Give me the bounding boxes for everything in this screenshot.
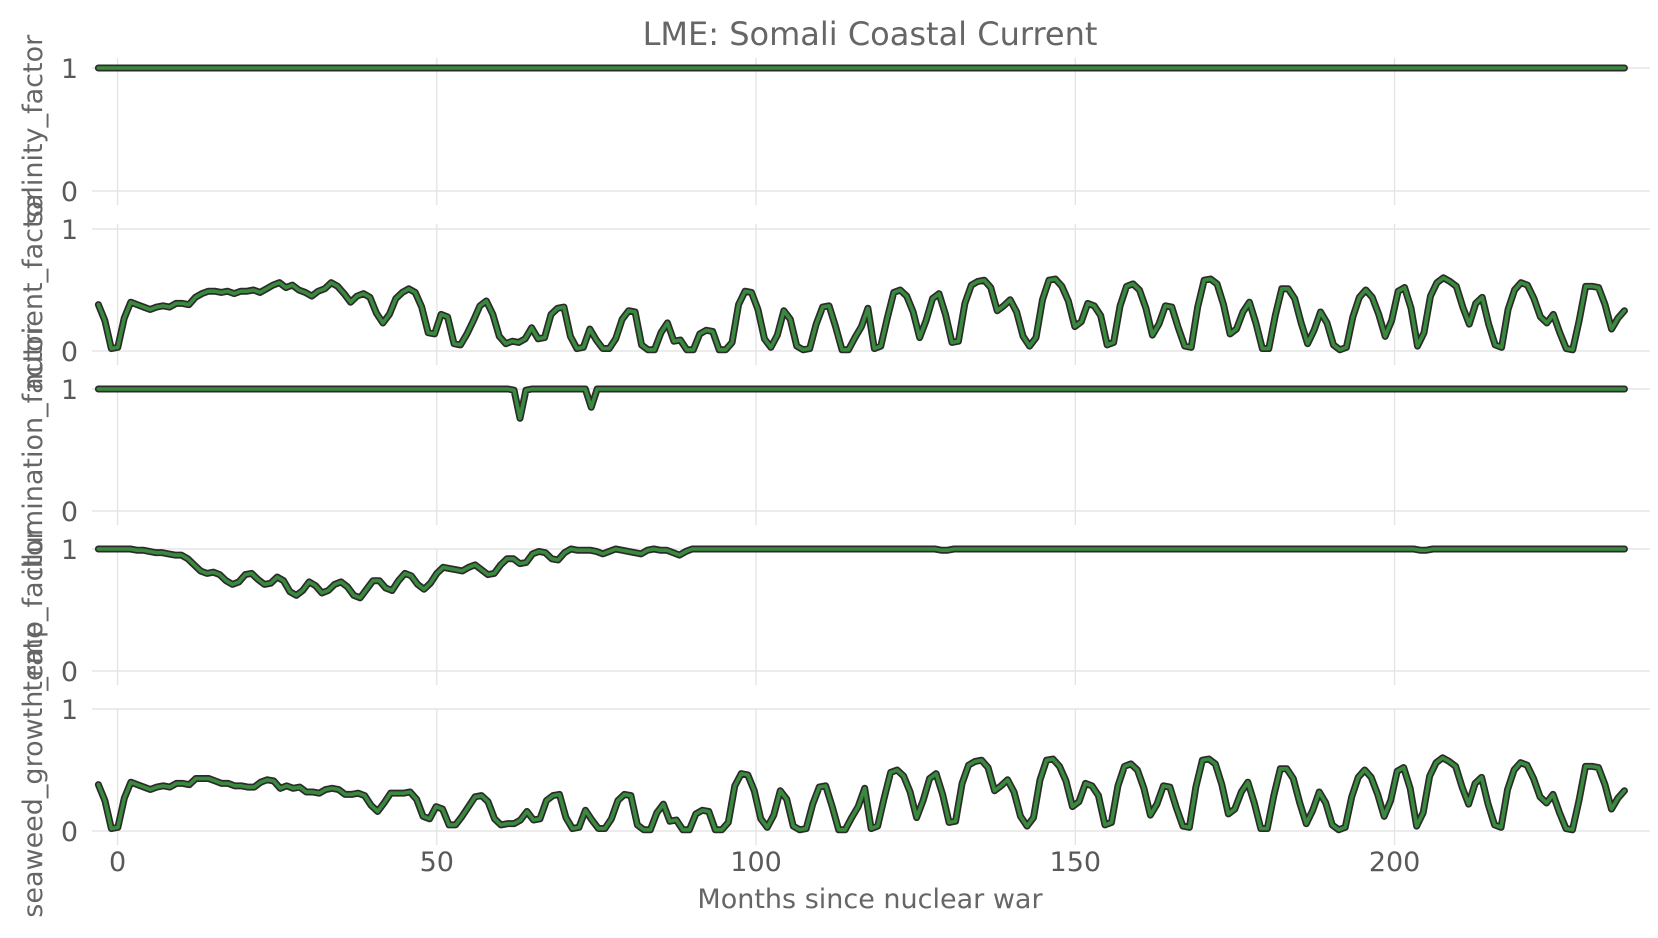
series-line <box>96 547 1627 600</box>
x-tick-label: 150 <box>1050 847 1102 878</box>
y-tick-label: 0 <box>61 497 78 528</box>
y-axis-label: seaweed_growth_rate <box>18 622 49 917</box>
y-tick-label: 1 <box>61 695 78 726</box>
panel-nutrient_factor: 0 1 nutrient_factor <box>18 189 1650 390</box>
y-axis-label: salinity_factor <box>18 34 49 224</box>
x-tick-label: 200 <box>1369 847 1421 878</box>
chart-title: LME: Somali Coastal Current <box>643 15 1098 53</box>
series-line <box>96 755 1627 832</box>
panel-temp_factor: 0 1 temp_factor <box>18 527 1650 692</box>
panel-illumination_factor: 0 1 illumination_factor <box>18 323 1650 576</box>
panel-salinity_factor: 0 1 salinity_factor <box>18 34 1650 224</box>
y-tick-label: 1 <box>61 54 78 85</box>
y-tick-label: 1 <box>61 215 78 246</box>
series-line <box>96 387 1627 421</box>
series-line <box>96 275 1627 352</box>
y-tick-label: 0 <box>61 817 78 848</box>
y-axis-label: nutrient_factor <box>18 189 49 390</box>
y-tick-label: 0 <box>61 177 78 208</box>
y-tick-label: 0 <box>61 337 78 368</box>
x-tick-label: 100 <box>730 847 782 878</box>
x-tick-label: 50 <box>420 847 454 878</box>
x-axis-label: Months since nuclear war <box>697 884 1043 915</box>
panel-seaweed_growth_rate: 0 1 seaweed_growth_rate <box>18 622 1650 918</box>
y-tick-label: 0 <box>61 657 78 688</box>
y-axis-label: illumination_factor <box>18 323 49 575</box>
x-tick-label: 0 <box>109 847 126 878</box>
series-line-outline <box>94 385 1628 422</box>
y-axis-label: temp_factor <box>18 527 49 691</box>
y-tick-label: 1 <box>61 535 78 566</box>
y-tick-label: 1 <box>61 375 78 406</box>
panels-group: 0 1 salinity_factor 0 1 nutrient_factor 0 1 illu… <box>18 34 1650 918</box>
